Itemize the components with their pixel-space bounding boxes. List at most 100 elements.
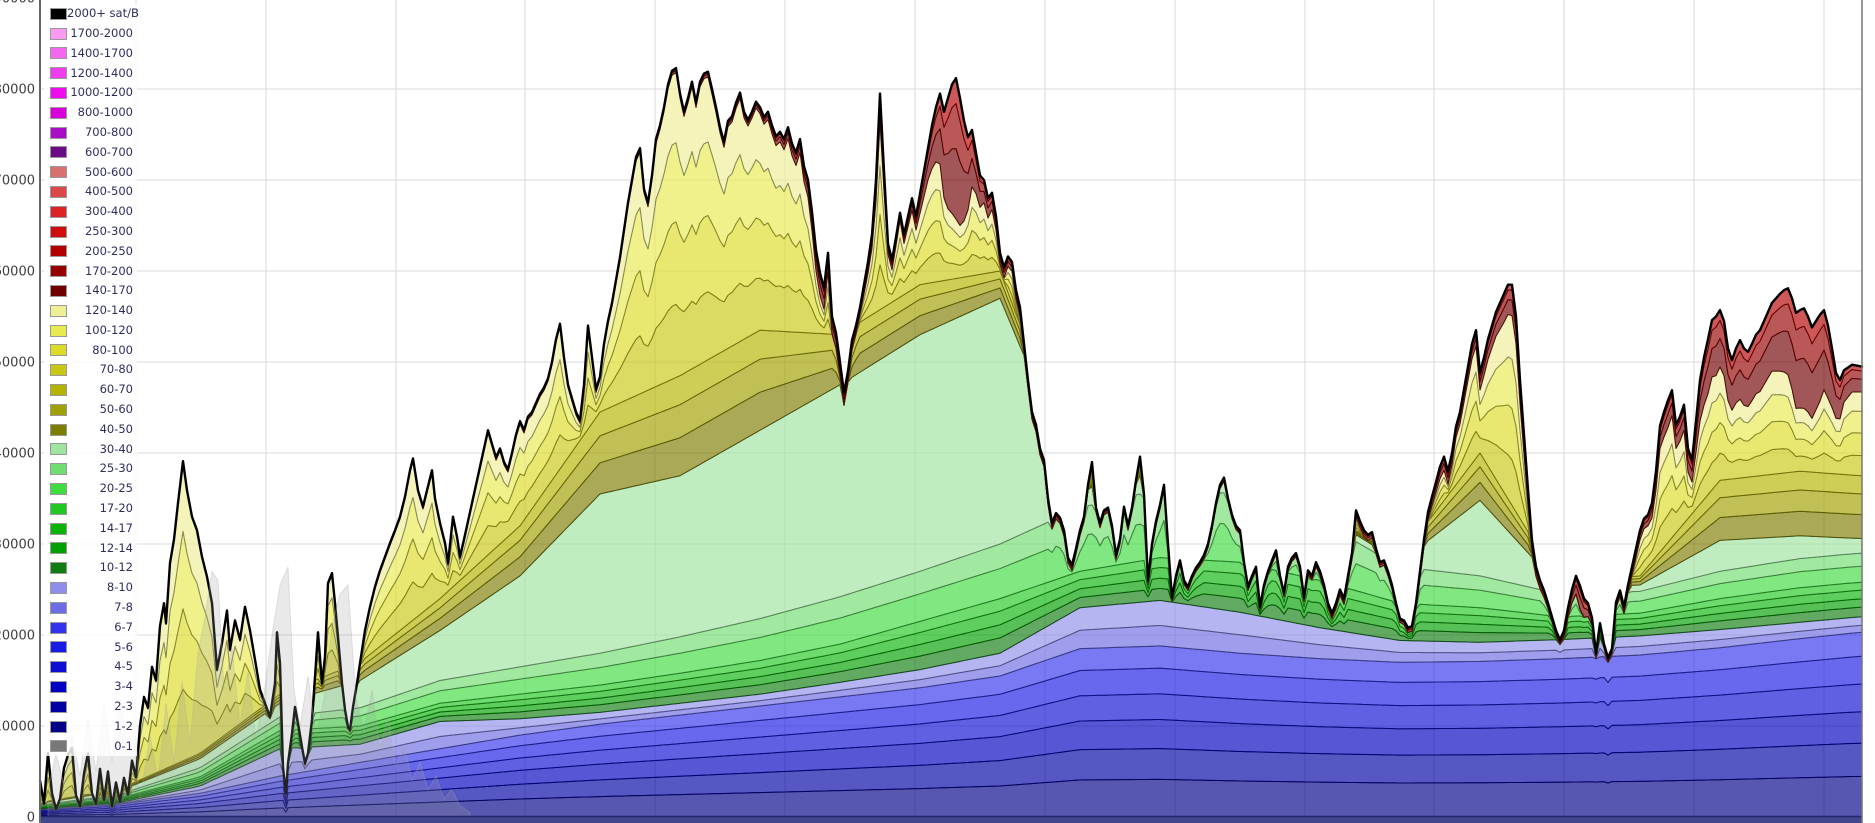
y-axis-labels: 0 10000 20000 30000 40000 50000 60000 70000 8000… — [0, 0, 35, 823]
legend-item-label: 1200-1400 — [70, 65, 133, 80]
legend-swatch-icon — [50, 47, 67, 60]
legend-item-200-250: 200-250 — [44, 242, 137, 262]
legend-swatch-icon — [50, 423, 67, 436]
y-tick-label: 80000 — [0, 83, 35, 98]
legend-item-250-300: 250-300 — [44, 222, 137, 242]
legend-swatch-icon — [50, 720, 67, 733]
legend-item-label: 1-2 — [114, 718, 133, 733]
legend-swatch-icon — [50, 542, 67, 555]
legend-swatch-icon — [50, 384, 67, 397]
legend-swatch-icon — [50, 126, 67, 139]
y-tick-label: 0 — [27, 811, 35, 823]
legend-item-label: 10-12 — [99, 560, 133, 575]
legend-swatch-icon — [50, 661, 67, 674]
legend-swatch-icon — [50, 205, 67, 218]
legend-item-14-17: 14-17 — [44, 519, 137, 539]
legend-item-label: 5-6 — [114, 639, 133, 654]
legend-swatch-icon — [50, 463, 67, 476]
y-tick-label: 20000 — [0, 629, 35, 644]
legend-item-label: 1000-1200 — [70, 85, 133, 100]
legend-swatch-icon — [50, 700, 67, 713]
legend-item-label: 7-8 — [114, 600, 133, 615]
legend-item-label: 500-600 — [84, 164, 133, 179]
legend-item-label: 300-400 — [84, 204, 133, 219]
legend-item-label: 8-10 — [106, 580, 133, 595]
legend-swatch-icon — [50, 304, 67, 317]
legend-item-label: 250-300 — [84, 223, 133, 238]
legend-item-300-400: 300-400 — [44, 202, 137, 222]
legend-swatch-icon — [50, 582, 67, 594]
legend-swatch-icon — [50, 245, 67, 258]
legend-item-8-10: 8-10 — [44, 578, 137, 598]
legend-item-17-20: 17-20 — [44, 499, 137, 519]
legend-item-1200-1400: 1200-1400 — [44, 63, 137, 83]
legend-swatch-icon — [50, 403, 67, 416]
legend-item-label: 140-170 — [84, 283, 133, 298]
y-tick-label: 90000 — [0, 0, 35, 7]
legend-item-25-30: 25-30 — [44, 459, 137, 479]
legend-item-2-3: 2-3 — [44, 697, 137, 717]
legend-item-label: 0-1 — [114, 738, 133, 753]
y-tick-label: 50000 — [0, 356, 35, 371]
legend-item-6-7: 6-7 — [44, 618, 137, 638]
legend-item-label: 170-200 — [84, 263, 133, 278]
legend-swatch-icon — [50, 364, 67, 377]
legend-item-50-60: 50-60 — [44, 400, 137, 420]
legend-item-label: 400-500 — [84, 184, 133, 199]
legend-swatch-icon — [50, 106, 67, 119]
legend-swatch-icon — [50, 27, 67, 40]
legend-swatch-icon — [50, 641, 67, 654]
legend-item-170-200: 170-200 — [44, 261, 137, 281]
legend-item-label: 80-100 — [92, 342, 133, 357]
legend-item-140-170: 140-170 — [44, 281, 137, 301]
legend-swatch-icon — [50, 166, 67, 179]
legend-swatch-icon — [50, 265, 67, 278]
legend-item-800-1000: 800-1000 — [44, 103, 137, 123]
legend-item-70-80: 70-80 — [44, 360, 137, 380]
legend-swatch-icon — [50, 285, 67, 298]
legend-item-30-40: 30-40 — [44, 440, 137, 460]
legend-item-20-25: 20-25 — [44, 479, 137, 499]
y-tick-label: 60000 — [0, 265, 35, 280]
legend-item-label: 12-14 — [99, 540, 133, 555]
y-tick-label: 30000 — [0, 538, 35, 553]
legend-item-10-12: 10-12 — [44, 558, 137, 578]
legend-swatch-icon — [50, 522, 67, 535]
legend-item-label: 700-800 — [84, 124, 133, 139]
fee-rate-legend: 2000+ sat/B 1700-2000 1400-1700 1200-1400 10… — [44, 4, 139, 757]
y-tick-label: 70000 — [0, 174, 35, 189]
legend-item-label: 25-30 — [99, 461, 133, 476]
legend-item-label: 50-60 — [99, 402, 133, 417]
legend-item-12-14: 12-14 — [44, 539, 137, 559]
legend-item-400-500: 400-500 — [44, 182, 137, 202]
legend-item-7-8: 7-8 — [44, 598, 137, 618]
legend-item-label: 60-70 — [99, 382, 133, 397]
legend-item-label: 600-700 — [84, 144, 133, 159]
y-tick-label: 10000 — [0, 720, 35, 735]
legend-item-1-2: 1-2 — [44, 717, 137, 737]
legend-item-label: 2-3 — [114, 699, 133, 714]
legend-item-label: 3-4 — [114, 679, 133, 694]
legend-item-label: 30-40 — [99, 441, 133, 456]
legend-item-label: 1400-1700 — [70, 45, 133, 60]
legend-swatch-icon — [50, 502, 67, 515]
legend-item-600-700: 600-700 — [44, 143, 137, 163]
legend-item-label: 800-1000 — [77, 105, 133, 120]
legend-swatch-icon — [50, 324, 67, 337]
legend-item-label: 14-17 — [99, 520, 133, 535]
legend-item-100-120: 100-120 — [44, 321, 137, 341]
legend-item-500-600: 500-600 — [44, 162, 137, 182]
legend-item-80-100: 80-100 — [44, 341, 137, 361]
legend-item-4-5: 4-5 — [44, 657, 137, 677]
legend-item-label: 40-50 — [99, 421, 133, 436]
legend-swatch-icon — [50, 186, 67, 199]
legend-swatch-icon — [50, 562, 67, 575]
legend-item-120-140: 120-140 — [44, 301, 137, 321]
legend-item-700-800: 700-800 — [44, 123, 137, 143]
legend-item-40-50: 40-50 — [44, 420, 137, 440]
legend-item-60-70: 60-70 — [44, 380, 137, 400]
legend-swatch-icon — [50, 601, 67, 614]
legend-swatch-icon — [50, 67, 67, 80]
legend-swatch-icon — [50, 146, 67, 159]
legend-item-label: 1700-2000 — [70, 25, 133, 40]
